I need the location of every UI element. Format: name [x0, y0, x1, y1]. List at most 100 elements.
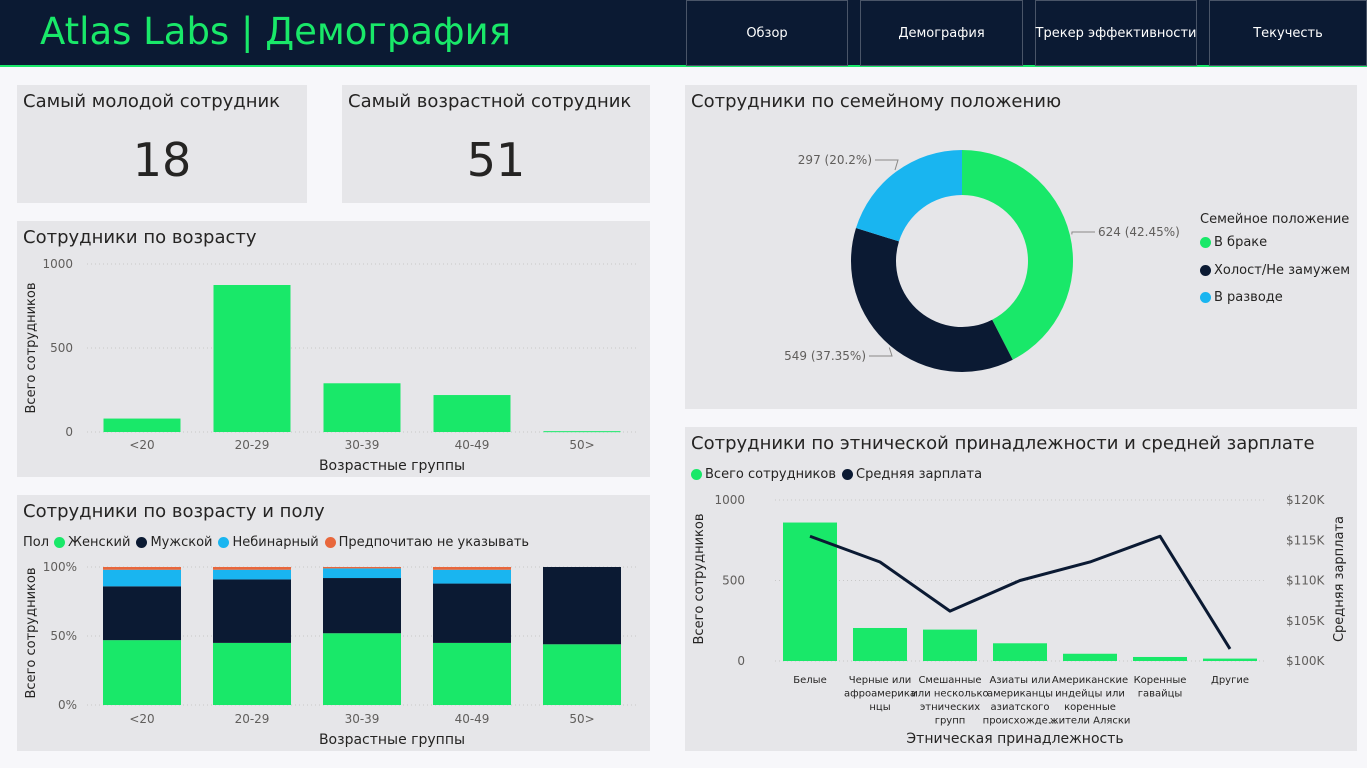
gender-legend-title: Пол [23, 535, 50, 550]
x-tick-label: 40-49 [455, 438, 490, 452]
x-tick-label: Азиаты или [989, 675, 1050, 686]
x-tick-label: групп [935, 716, 966, 727]
donut-slice-divorced [856, 150, 962, 242]
x-tick-label: происхожде... [983, 716, 1058, 727]
age-chart-card: Сотрудники по возрасту 0 500 1000 <20 20-29 3… [17, 221, 650, 477]
x-tick-label: 30-39 [345, 712, 380, 726]
legend-item-prefer-not[interactable]: Предпочитаю не указывать [324, 535, 529, 550]
legend-label-divorced: В разводе [1214, 290, 1283, 305]
y-tick-label-left: 500 [722, 574, 745, 588]
legend-label-avg-salary: Средняя зарплата [856, 467, 983, 482]
x-tick-label: 20-29 [235, 438, 270, 452]
x-tick-label: Черные или [849, 675, 912, 686]
legend-dot-married [1200, 237, 1211, 248]
x-tick-label: 50> [569, 438, 594, 452]
dashboard-title: Atlas Labs | Демография [40, 10, 511, 53]
legend-dot-single [1200, 265, 1211, 276]
y-axis-title-left: Всего сотрудников [692, 513, 707, 644]
ethnicity-chart-title: Сотрудники по этнической принадлежности … [691, 433, 1315, 454]
marital-chart-title: Сотрудники по семейному положению [691, 91, 1062, 112]
age-chart-plot: 0 500 1000 <20 20-29 30-39 40-49 50> Возрастные … [24, 257, 637, 474]
legend-dot-male [136, 537, 148, 548]
nav-button-demography[interactable]: Демография [860, 0, 1023, 66]
stacked-bar-segment [433, 583, 511, 643]
ethnicity-chart-plot: 0 500 1000 $100K $105K $110K $115K $120K Белые Че… [692, 493, 1347, 747]
marital-legend-title: Семейное положение [1200, 212, 1350, 227]
bar [433, 395, 511, 432]
bar [1203, 658, 1257, 661]
y-tick-label-left: 0 [737, 654, 745, 668]
legend-label-married: В браке [1214, 235, 1268, 250]
x-tick-label: азиатского [991, 702, 1050, 713]
nav-button-performance-tracker[interactable]: Трекер эффективности [1035, 0, 1197, 66]
x-tick-label: <20 [129, 712, 154, 726]
stacked-bar-segment [103, 640, 181, 705]
legend-label-nonbinary: Небинарный [232, 535, 319, 550]
x-tick-label: Смешанные [918, 675, 981, 686]
x-tick-label: гавайцы [1138, 689, 1183, 700]
x-tick-label: этнических [920, 702, 980, 713]
kpi-value-oldest: 51 [466, 133, 526, 187]
y-tick-label-left: 1000 [714, 493, 745, 507]
stacked-bar-segment [323, 568, 401, 579]
stacked-bar-segment [103, 569, 181, 587]
legend-item-male[interactable]: Мужской [136, 535, 212, 550]
x-tick-label: 40-49 [455, 712, 490, 726]
x-tick-label: нцы [869, 702, 890, 713]
legend-item-married[interactable]: В браке [1200, 235, 1267, 250]
x-tick-label: американцы [987, 689, 1053, 700]
donut-data-label: 624 (42.45%) [1098, 225, 1180, 239]
x-tick-label: 50> [569, 712, 594, 726]
donut-data-label: 297 (20.2%) [798, 153, 872, 167]
nav-button-attrition[interactable]: Текучесть [1209, 0, 1367, 66]
legend-label-male: Мужской [150, 535, 213, 550]
stacked-bar-segment [213, 579, 291, 643]
x-tick-label: афроамерика [844, 689, 916, 700]
stacked-bar-segment [433, 567, 511, 570]
legend-dot-total-employees [691, 469, 702, 480]
x-tick-label: или несколько [911, 689, 988, 700]
gender-chart-card: Сотрудники по возрасту и полу Пол Женски… [17, 495, 650, 751]
x-tick-label: 20-29 [235, 712, 270, 726]
y-axis-title-right: Средняя зарплата [1332, 516, 1347, 642]
bar [923, 629, 977, 661]
legend-label-female: Женский [68, 535, 131, 550]
donut-leader-line [869, 347, 893, 357]
stacked-bar-segment [213, 569, 291, 580]
stacked-bar-segment [103, 567, 181, 570]
bar [783, 522, 837, 661]
stacked-bar-segment [323, 578, 401, 634]
x-tick-label: индейцы или [1055, 689, 1125, 700]
y-tick-label-right: $120K [1286, 493, 1326, 507]
nav-button-overview[interactable]: Обзор [686, 0, 848, 66]
kpi-title-youngest: Самый молодой сотрудник [23, 91, 281, 112]
kpi-card-oldest: Самый возрастной сотрудник 51 [342, 85, 650, 203]
donut-slice-single [851, 228, 1013, 373]
gender-legend: Пол Женский Мужской Небинарный Предпочит… [23, 535, 535, 550]
kpi-value-youngest: 18 [132, 133, 192, 187]
legend-item-female[interactable]: Женский [54, 535, 130, 550]
salary-line [809, 534, 1232, 650]
x-tick-label: коренные [1064, 702, 1116, 713]
y-tick-label-right: $110K [1286, 574, 1326, 588]
legend-item-avg-salary[interactable]: Средняя зарплата [842, 467, 982, 482]
ethnicity-legend: Всего сотрудников Средняя зарплата [691, 467, 988, 482]
stacked-bar-segment [543, 644, 621, 705]
legend-dot-avg-salary [842, 469, 854, 480]
y-tick-label-right: $105K [1286, 614, 1326, 628]
legend-item-single[interactable]: Холост/Не замужем [1200, 263, 1350, 278]
y-tick-label: 1000 [42, 257, 73, 271]
bar [993, 643, 1047, 661]
legend-item-divorced[interactable]: В разводе [1200, 290, 1283, 305]
y-tick-label: 500 [50, 341, 73, 355]
legend-item-nonbinary[interactable]: Небинарный [218, 535, 319, 550]
x-tick-label: 30-39 [345, 438, 380, 452]
stacked-bar-segment [433, 569, 511, 584]
x-axis-title: Возрастные группы [319, 458, 465, 474]
stacked-bar-segment [323, 633, 401, 705]
legend-item-total-employees[interactable]: Всего сотрудников [691, 467, 836, 482]
stacked-bar-segment [213, 642, 291, 705]
y-tick-label-right: $115K [1286, 533, 1326, 547]
bar [1063, 653, 1117, 661]
kpi-card-youngest: Самый молодой сотрудник 18 [17, 85, 307, 203]
